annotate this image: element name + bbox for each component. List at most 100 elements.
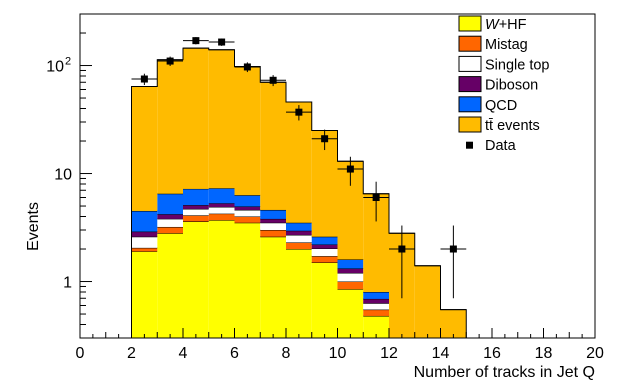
legend-label: Single top <box>485 57 550 73</box>
bar-segment <box>286 222 312 231</box>
bar-segment <box>311 262 338 338</box>
legend-swatch <box>458 15 482 32</box>
data-points <box>131 37 467 299</box>
data-marker <box>346 165 354 173</box>
x-axis-title: Number of tracks in Jet Q <box>414 364 595 381</box>
data-point <box>389 225 415 299</box>
y-tick-exponent: 2 <box>65 56 71 68</box>
bar-segment <box>157 218 183 227</box>
data-marker <box>372 193 380 201</box>
legend-label: Data <box>485 138 517 154</box>
bar-segment <box>157 59 183 194</box>
bar-segment <box>183 215 209 222</box>
bar-segment <box>337 259 364 269</box>
legend-label: Diboson <box>485 78 538 94</box>
bar-segment <box>363 298 389 304</box>
data-marker <box>398 245 406 253</box>
legend-entry: Mistag <box>458 35 528 53</box>
bar-segment <box>363 315 389 338</box>
bar-segment <box>208 203 235 207</box>
bar-segment <box>131 247 158 252</box>
data-marker <box>166 57 174 65</box>
legend-entry: tt̄ events <box>458 116 540 134</box>
bar-segment <box>337 281 364 290</box>
bar-segment <box>440 309 467 338</box>
stacked-bars <box>131 47 467 338</box>
x-tick-label: 12 <box>380 345 398 362</box>
bar-segment <box>234 209 261 217</box>
bar-segment <box>234 195 261 207</box>
bar-segment <box>311 248 338 257</box>
bar-segment <box>183 48 209 189</box>
data-point <box>157 56 183 67</box>
bar-segment <box>286 242 312 250</box>
bar-segment <box>311 256 338 263</box>
data-point <box>286 105 312 121</box>
y-tick-label: 10 <box>54 167 72 184</box>
bar-segment <box>157 193 183 215</box>
data-point <box>311 129 338 151</box>
bar-segment <box>131 236 158 248</box>
data-point <box>363 181 389 222</box>
bar-segment <box>183 188 209 206</box>
data-point <box>440 225 467 299</box>
bar-segment <box>286 101 312 223</box>
bar-segment <box>363 309 389 316</box>
bar-segment <box>208 220 235 338</box>
x-tick-label: 6 <box>230 345 239 362</box>
data-marker <box>192 37 200 45</box>
bar-segment <box>260 236 286 338</box>
series-0 <box>131 219 389 338</box>
bar-segment <box>131 86 158 211</box>
bar-segment <box>234 222 261 338</box>
data-point <box>183 37 209 45</box>
bar-segment <box>311 236 338 245</box>
x-tick-label: 2 <box>127 345 136 362</box>
bar-segment <box>234 66 261 196</box>
legend-label: QCD <box>485 98 517 114</box>
bar-segment <box>208 213 235 221</box>
bar-segment <box>286 230 312 235</box>
data-marker <box>269 76 277 84</box>
bar-segment <box>157 214 183 219</box>
data-point <box>208 38 235 46</box>
data-marker <box>449 245 457 253</box>
bar-segment <box>157 233 183 338</box>
bar-segment <box>286 234 312 243</box>
bar-segment <box>208 188 235 204</box>
bar-segment <box>260 230 286 237</box>
bar-segment <box>260 222 286 230</box>
bar-segment <box>337 268 364 273</box>
legend-swatch <box>458 55 482 72</box>
legend-swatch <box>458 76 482 93</box>
y-tick-label: 1 <box>63 275 72 292</box>
bar-segment <box>337 272 364 282</box>
series-5 <box>131 47 467 338</box>
bar-segment <box>363 291 389 299</box>
legend-entry: W+HF <box>458 15 527 33</box>
legend-swatch <box>458 96 482 113</box>
bar-segment <box>363 303 389 310</box>
bar-segment <box>208 206 235 214</box>
data-marker <box>295 108 303 116</box>
x-tick-label: 4 <box>179 345 188 362</box>
bar-segment <box>131 251 158 338</box>
data-marker <box>243 63 251 71</box>
data-marker <box>321 135 329 143</box>
bar-segment <box>286 249 312 338</box>
x-tick-label: 20 <box>586 345 604 362</box>
legend-swatch <box>458 35 482 52</box>
legend-entry: Single top <box>458 55 550 73</box>
bar-segment <box>131 210 158 232</box>
bar-segment <box>183 221 209 338</box>
bar-segment <box>260 82 286 210</box>
x-tick-label: 18 <box>535 345 553 362</box>
bar-segment <box>208 49 235 189</box>
bar-segment <box>311 244 338 249</box>
legend-label: W+HF <box>485 17 527 33</box>
bar-segment <box>260 209 286 219</box>
legend-entry: Diboson <box>458 76 538 94</box>
y-axis-title: Events <box>25 202 42 251</box>
legend-swatch <box>458 116 482 133</box>
